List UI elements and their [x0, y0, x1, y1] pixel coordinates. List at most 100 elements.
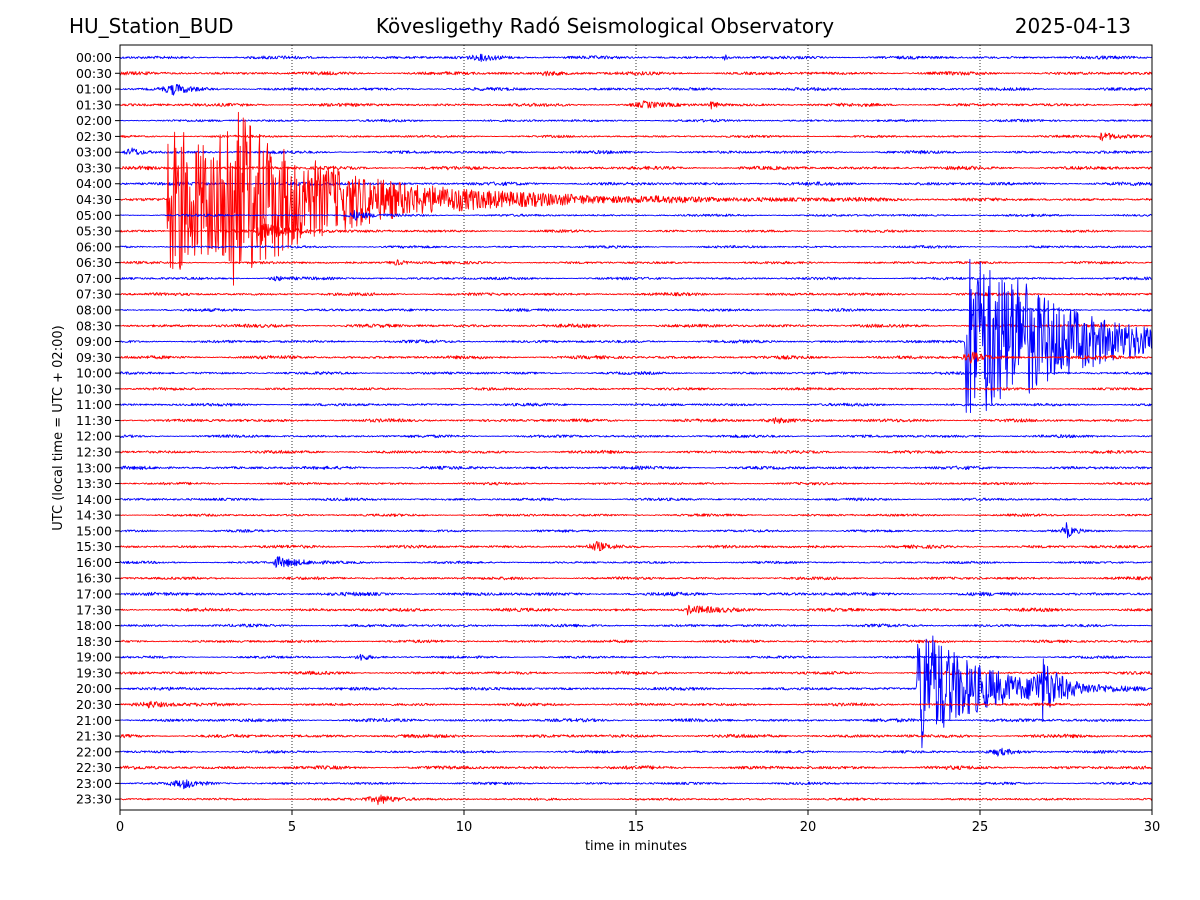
- y-tick-label: 03:00: [76, 145, 112, 160]
- y-tick-label: 02:30: [76, 129, 112, 144]
- trace-1030: [120, 387, 1152, 391]
- trace-2300: [120, 779, 1152, 790]
- y-tick-label: 12:30: [76, 445, 112, 460]
- trace-1100: [120, 402, 1152, 407]
- y-tick-label: 08:30: [76, 318, 112, 333]
- trace-2030: [120, 700, 1152, 709]
- y-tick-label: 01:00: [76, 82, 112, 97]
- y-tick-label: 15:30: [76, 539, 112, 554]
- x-tick-label: 15: [628, 820, 645, 835]
- trace-0100: [120, 84, 1152, 96]
- trace-2100: [120, 717, 1152, 723]
- y-tick-label: 20:30: [76, 697, 112, 712]
- trace-1330: [120, 481, 1152, 486]
- trace-0000: [120, 53, 1152, 63]
- trace-1800: [120, 623, 1152, 628]
- y-tick-label: 07:00: [76, 271, 112, 286]
- y-tick-label: 05:00: [76, 208, 112, 223]
- x-tick-label: 25: [972, 820, 989, 835]
- seismic-traces: [120, 53, 1152, 806]
- y-tick-label: 00:00: [76, 50, 112, 65]
- x-tick-label: 5: [288, 820, 296, 835]
- y-tick-label: 11:30: [76, 413, 112, 428]
- y-axis: 00:0000:3001:0001:3002:0002:3003:0003:30…: [76, 50, 120, 807]
- y-tick-label: 17:00: [76, 587, 112, 602]
- trace-0130: [120, 100, 1152, 110]
- trace-0430: [120, 111, 1152, 286]
- y-tick-label: 09:00: [76, 334, 112, 349]
- y-tick-label: 17:30: [76, 602, 112, 617]
- trace-2230: [120, 765, 1152, 771]
- trace-1300: [120, 465, 1152, 471]
- trace-0530: [120, 223, 1152, 238]
- trace-2130: [120, 733, 1152, 739]
- x-tick-label: 30: [1144, 820, 1161, 835]
- trace-1830: [120, 639, 1152, 644]
- y-tick-label: 06:00: [76, 239, 112, 254]
- trace-1900: [120, 653, 1152, 661]
- trace-1530: [120, 541, 1152, 552]
- y-tick-label: 18:30: [76, 634, 112, 649]
- trace-2330: [120, 794, 1152, 806]
- trace-1700: [120, 591, 1152, 597]
- y-tick-label: 04:30: [76, 192, 112, 207]
- trace-0600: [120, 245, 1152, 249]
- trace-0400: [120, 181, 1152, 187]
- y-tick-label: 09:30: [76, 350, 112, 365]
- trace-0930: [120, 351, 1152, 364]
- x-tick-label: 10: [456, 820, 473, 835]
- y-tick-label: 12:00: [76, 429, 112, 444]
- y-tick-label: 13:00: [76, 460, 112, 475]
- x-tick-label: 0: [116, 820, 124, 835]
- y-tick-label: 20:00: [76, 681, 112, 696]
- y-tick-label: 13:30: [76, 476, 112, 491]
- trace-1200: [120, 434, 1152, 439]
- y-tick-label: 00:30: [76, 66, 112, 81]
- y-tick-label: 16:00: [76, 555, 112, 570]
- trace-0330: [120, 165, 1152, 171]
- y-tick-label: 02:00: [76, 113, 112, 128]
- y-tick-label: 19:00: [76, 650, 112, 665]
- y-tick-label: 11:00: [76, 397, 112, 412]
- y-tick-label: 14:00: [76, 492, 112, 507]
- chart-title: Kövesligethy Radó Seismological Observat…: [375, 14, 835, 38]
- trace-0300: [120, 147, 1152, 155]
- y-tick-label: 01:30: [76, 97, 112, 112]
- y-axis-label: UTC (local time = UTC + 02:00): [51, 325, 66, 530]
- x-tick-label: 20: [800, 820, 817, 835]
- y-tick-label: 06:30: [76, 255, 112, 270]
- trace-0200: [120, 118, 1152, 123]
- chart-date: 2025-04-13: [1014, 14, 1131, 38]
- y-tick-label: 22:00: [76, 744, 112, 759]
- trace-1730: [120, 604, 1152, 616]
- trace-1230: [120, 449, 1152, 455]
- y-tick-label: 05:30: [76, 224, 112, 239]
- y-tick-label: 19:30: [76, 665, 112, 680]
- trace-1000: [120, 371, 1152, 376]
- trace-0500: [120, 209, 1152, 221]
- y-tick-label: 18:00: [76, 618, 112, 633]
- trace-2200: [120, 747, 1152, 757]
- y-tick-label: 04:00: [76, 176, 112, 191]
- trace-1430: [120, 513, 1152, 517]
- y-tick-label: 16:30: [76, 571, 112, 586]
- y-tick-label: 22:30: [76, 760, 112, 775]
- trace-0230: [120, 132, 1152, 142]
- plot-area: [120, 45, 1152, 810]
- y-tick-label: 10:00: [76, 366, 112, 381]
- trace-1400: [120, 497, 1152, 502]
- trace-2000: [120, 635, 1152, 749]
- trace-0900: [120, 258, 1152, 414]
- station-name: HU_Station_BUD: [69, 14, 234, 38]
- y-tick-label: 08:00: [76, 302, 112, 317]
- y-tick-label: 23:00: [76, 776, 112, 791]
- y-tick-label: 23:30: [76, 792, 112, 807]
- trace-1500: [120, 522, 1152, 539]
- trace-1130: [120, 417, 1152, 425]
- y-tick-label: 15:00: [76, 523, 112, 538]
- y-tick-label: 07:30: [76, 287, 112, 302]
- trace-0030: [120, 70, 1152, 77]
- y-tick-label: 21:00: [76, 713, 112, 728]
- y-tick-label: 10:30: [76, 381, 112, 396]
